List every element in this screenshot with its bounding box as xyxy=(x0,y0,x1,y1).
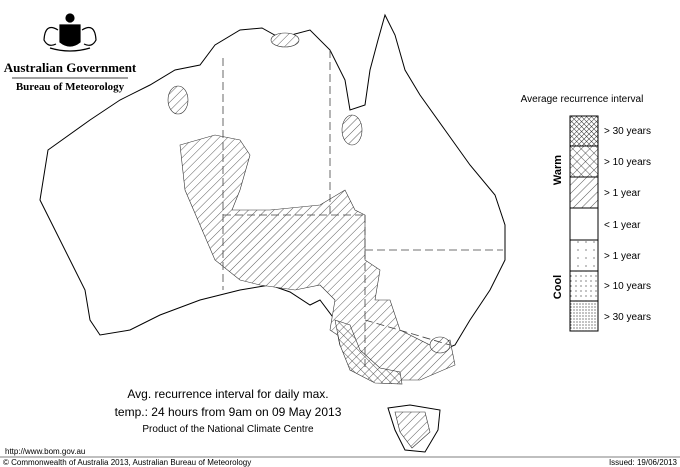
warm-spot xyxy=(341,114,363,146)
legend-item: > 30 years xyxy=(604,126,651,137)
cool-label: Cool xyxy=(552,275,564,299)
warm-label: Warm xyxy=(552,155,564,185)
legend-item: > 30 years xyxy=(604,312,651,323)
mainland xyxy=(39,13,506,379)
warm-spot xyxy=(167,85,189,115)
caption-line: Avg. recurrence interval for daily max. xyxy=(127,387,328,401)
legend-swatch xyxy=(569,115,599,147)
warm-region-tas xyxy=(394,411,431,449)
legend-swatch xyxy=(569,145,599,178)
legend: Average recurrence interval Warm Cool > … xyxy=(521,94,651,332)
legend-swatch xyxy=(569,207,599,241)
state-border xyxy=(222,50,503,370)
warm-spot xyxy=(270,32,300,48)
legend-item: > 1 year xyxy=(604,188,641,199)
footer-url: http://www.bom.gov.au xyxy=(5,447,85,456)
footer-copyright: © Commonwealth of Australia 2013, Austra… xyxy=(3,458,251,467)
legend-item: < 1 year xyxy=(604,220,641,231)
agency-title: Australian Government xyxy=(4,60,137,75)
caption-line: Product of the National Climate Centre xyxy=(142,424,314,435)
warm-region-10y xyxy=(334,319,403,385)
caption-line: temp.: 24 hours from 9am on 09 May 2013 xyxy=(115,405,342,419)
coat-of-arms xyxy=(43,13,97,52)
legend-swatch xyxy=(569,300,599,332)
legend-item: > 10 years xyxy=(604,281,651,292)
legend-swatch xyxy=(569,270,599,302)
legend-swatch xyxy=(569,176,599,209)
legend-item: > 1 year xyxy=(604,251,641,262)
legend-swatch xyxy=(569,239,599,272)
legend-title: Average recurrence interval xyxy=(521,94,644,105)
warm-spot xyxy=(429,336,451,354)
agency-subtitle: Bureau of Meteorology xyxy=(16,81,125,93)
footer-issued: Issued: 19/06/2013 xyxy=(609,458,678,467)
legend-item: > 10 years xyxy=(604,157,651,168)
map xyxy=(39,13,506,453)
